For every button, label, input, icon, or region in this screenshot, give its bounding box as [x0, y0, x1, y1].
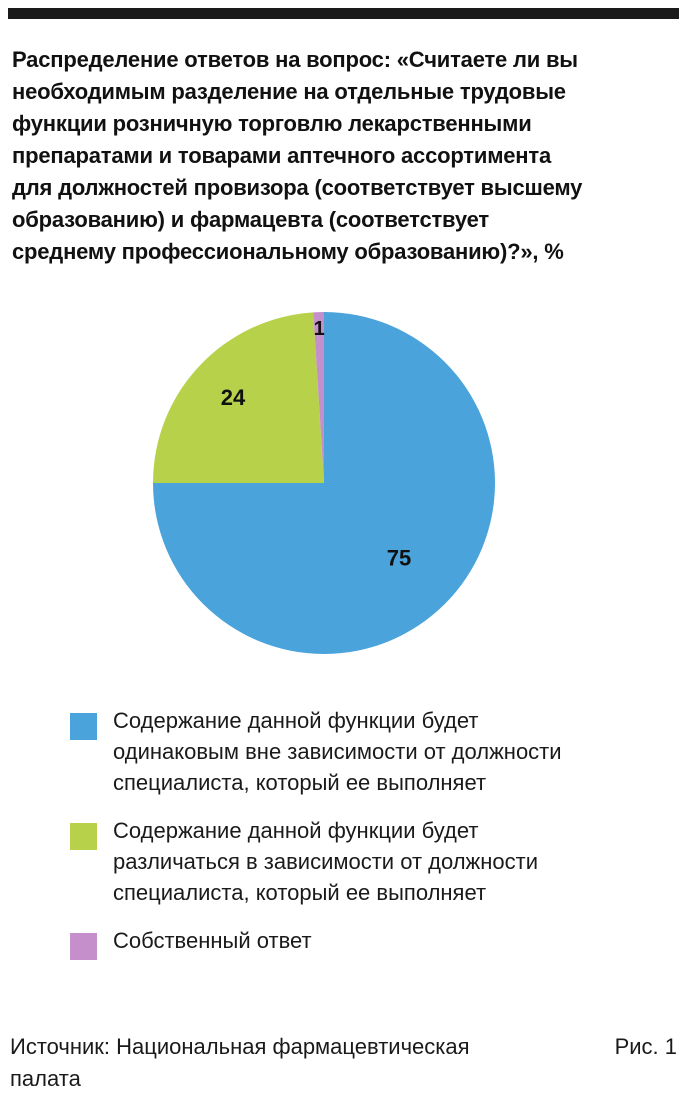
chart-title-line: образованию) и фармацевта (соответствует — [12, 207, 489, 232]
chart-title-line: функции розничную торговлю лекарственным… — [12, 111, 532, 136]
legend-item-own-answer: Собственный ответ — [70, 925, 670, 960]
legend-label-line: одинаковым вне зависимости от должности — [113, 739, 562, 764]
chart-title-line: Распределение ответов на вопрос: «Считае… — [12, 47, 578, 72]
chart-title-line: среднему профессиональному образованию)?… — [12, 239, 564, 264]
chart-title-line: препаратами и товарами аптечного ассорти… — [12, 143, 552, 168]
legend-item-same-regardless: Содержание данной функции будет одинаков… — [70, 705, 670, 798]
chart-title-line: необходимым разделение на отдельные труд… — [12, 79, 566, 104]
legend-label-line: различаться в зависимости от должности — [113, 849, 539, 874]
chart-title: Распределение ответов на вопрос: «Считае… — [12, 44, 682, 268]
source-line: палата — [10, 1066, 81, 1091]
pie-slice-label: 1 — [314, 318, 325, 340]
legend-label: Содержание данной функции будет одинаков… — [113, 705, 670, 798]
chart-title-line: для должностей провизора (соответствует … — [12, 175, 583, 200]
pie-slice-label: 75 — [387, 546, 411, 571]
legend-label-line: Содержание данной функции будет — [113, 818, 479, 843]
pie-chart: 75 24 1 — [153, 312, 495, 654]
top-rule — [8, 8, 679, 19]
legend-label-line: Содержание данной функции будет — [113, 708, 479, 733]
legend-label-line: специалиста, который ее выполняет — [113, 770, 487, 795]
source-note: Источник: Национальная фармацевтическая … — [10, 1031, 550, 1095]
legend-swatch — [70, 713, 97, 740]
figure-label: Рис. 1 — [614, 1034, 677, 1059]
legend-label-line: Собственный ответ — [113, 928, 312, 953]
legend-item-differ-by-position: Содержание данной функции будет различат… — [70, 815, 670, 908]
pie-slice — [153, 312, 324, 483]
legend-label: Содержание данной функции будет различат… — [113, 815, 670, 908]
legend-label-line: специалиста, который ее выполняет — [113, 880, 487, 905]
source-line: Источник: Национальная фармацевтическая — [10, 1034, 470, 1059]
pie-slice — [313, 312, 324, 483]
legend-swatch — [70, 933, 97, 960]
legend: Содержание данной функции будет одинаков… — [70, 705, 670, 973]
pie-slice-label: 24 — [221, 385, 246, 410]
legend-swatch — [70, 823, 97, 850]
legend-label: Собственный ответ — [113, 925, 670, 956]
